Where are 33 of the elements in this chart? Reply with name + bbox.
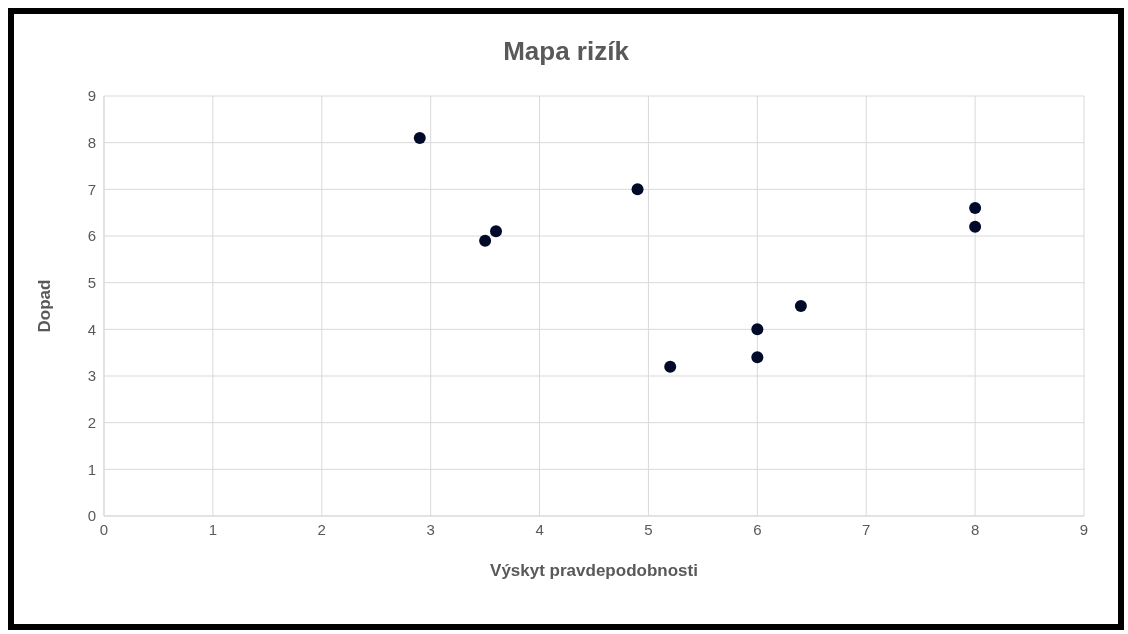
point (751, 351, 764, 364)
y-tick-label: 2 (87, 413, 96, 431)
x-tick-label: 6 (753, 520, 762, 538)
point (794, 300, 807, 312)
y-tick-label: 3 (87, 367, 96, 385)
point (479, 234, 492, 247)
point (969, 220, 982, 233)
y-tick-label: 1 (87, 460, 96, 478)
point (969, 202, 982, 214)
point (751, 323, 764, 336)
x-tick-label: 0 (99, 520, 109, 538)
x-axis-title: Výskyt pravdepodobnosti (490, 561, 698, 580)
chart-title: Mapa rizík (502, 36, 630, 68)
y-tick-label: 4 (87, 320, 96, 338)
y-tick-label: 7 (87, 180, 96, 198)
x-tick-label: 1 (208, 520, 218, 538)
y-tick-label: 6 (87, 227, 96, 245)
point (664, 360, 677, 373)
x-tick-label: 8 (970, 520, 980, 538)
x-tick-label: 4 (535, 520, 544, 538)
y-tick-label: 0 (87, 507, 96, 525)
point (631, 183, 644, 196)
y-tick-label: 9 (87, 87, 96, 105)
x-tick-label: 2 (317, 520, 326, 538)
x-tick-label: 9 (1079, 520, 1089, 538)
y-axis-title: Dopad (35, 279, 55, 333)
x-tick-label: 5 (644, 520, 653, 538)
point (413, 132, 426, 144)
point (490, 225, 502, 238)
y-tick-label: 5 (87, 273, 96, 291)
x-tick-label: 3 (426, 520, 435, 538)
x-tick-label: 7 (862, 520, 871, 538)
y-tick-label: 8 (87, 133, 96, 151)
